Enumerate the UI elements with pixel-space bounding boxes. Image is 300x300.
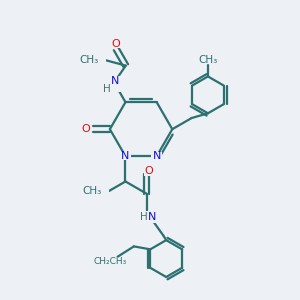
Bar	[111, 39, 121, 48]
Text: N: N	[148, 212, 157, 222]
Bar	[102, 257, 118, 266]
Text: O: O	[82, 124, 91, 134]
Bar	[110, 76, 121, 92]
Bar	[145, 211, 161, 223]
Bar	[93, 187, 110, 195]
Text: O: O	[145, 167, 153, 176]
Text: N: N	[121, 151, 130, 161]
Text: CH₃: CH₃	[198, 55, 218, 65]
Text: N: N	[152, 151, 161, 161]
Bar	[200, 56, 216, 64]
Bar	[152, 152, 162, 160]
Text: CH₃: CH₃	[79, 55, 98, 65]
Text: O: O	[112, 38, 121, 49]
Bar	[144, 167, 154, 176]
Text: N: N	[111, 76, 119, 86]
Bar	[120, 152, 131, 160]
Bar	[81, 125, 91, 134]
Text: CH₂CH₃: CH₂CH₃	[94, 257, 127, 266]
Text: CH₃: CH₃	[82, 186, 101, 196]
Text: H: H	[103, 84, 111, 94]
Bar	[90, 56, 106, 64]
Text: H: H	[140, 212, 148, 222]
